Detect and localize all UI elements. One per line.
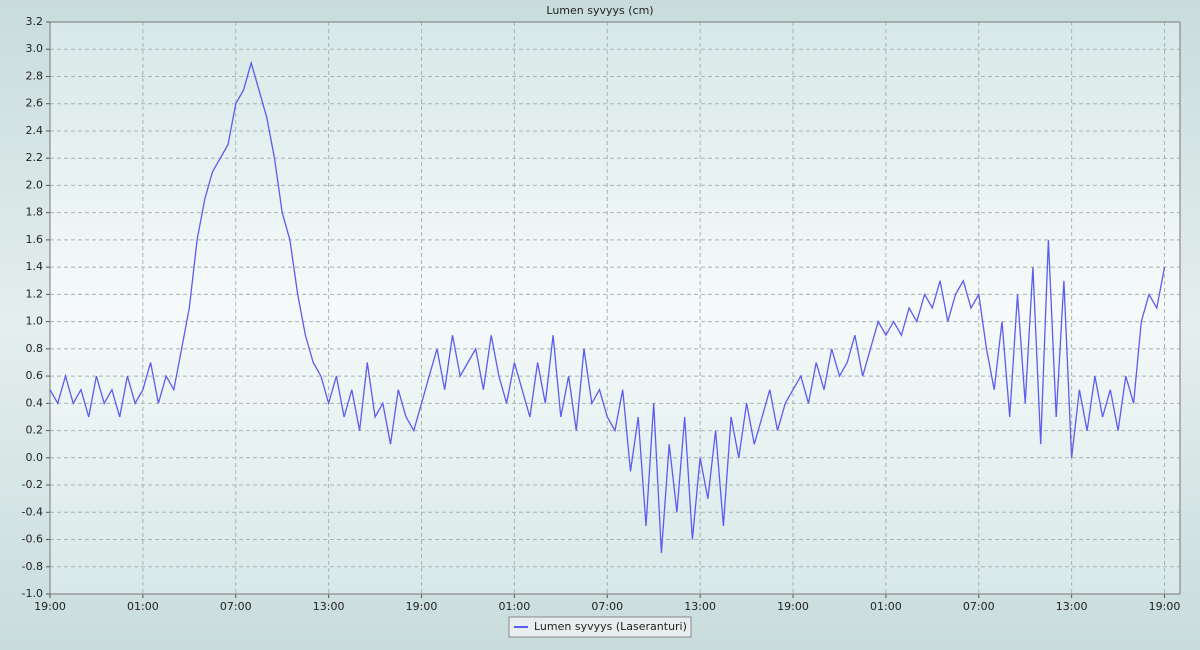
plot-area <box>50 22 1180 594</box>
plot-border <box>49 21 1181 595</box>
x-tick-label: 13:00 <box>313 600 345 613</box>
y-tick-label: 1.8 <box>26 206 44 219</box>
legend-box <box>508 616 692 638</box>
y-tick-label: 0.8 <box>26 342 44 355</box>
x-tick-label: 01:00 <box>499 600 531 613</box>
y-tick-label: -0.2 <box>22 478 43 491</box>
y-tick-label: 0.0 <box>26 451 44 464</box>
y-tick-label: -0.8 <box>22 560 43 573</box>
chart-title: Lumen syvyys (cm) <box>546 4 653 17</box>
y-tick-label: -0.6 <box>22 533 43 546</box>
y-tick-label: 0.2 <box>26 424 44 437</box>
x-tick-label: 01:00 <box>127 600 159 613</box>
y-tick-label: 2.0 <box>26 178 44 191</box>
x-tick-label: 19:00 <box>777 600 809 613</box>
y-tick-label: 2.4 <box>26 124 44 137</box>
x-tick-label: 13:00 <box>684 600 716 613</box>
x-tick-label: 01:00 <box>870 600 902 613</box>
data-line <box>49 60 1166 554</box>
y-tick-label: 0.4 <box>26 396 44 409</box>
x-tick-label: 07:00 <box>220 600 252 613</box>
x-tick-label: 07:00 <box>591 600 623 613</box>
legend-label: Lumen syvyys (Laseranturi) <box>534 620 687 633</box>
y-tick-label: 2.2 <box>26 151 44 164</box>
y-tick-label: -0.4 <box>22 505 43 518</box>
y-tick-label: 1.0 <box>26 315 44 328</box>
y-tick-label: 1.6 <box>26 233 44 246</box>
x-tick-label: 19:00 <box>1149 600 1181 613</box>
y-tick-label: 0.6 <box>26 369 44 382</box>
y-tick-label: 1.2 <box>26 287 44 300</box>
x-tick-label: 19:00 <box>406 600 438 613</box>
x-tick-label: 07:00 <box>963 600 995 613</box>
y-tick-label: 2.6 <box>26 97 44 110</box>
y-tick-label: 1.4 <box>26 260 44 273</box>
x-tick-label: 19:00 <box>34 600 66 613</box>
legend: Lumen syvyys (Laseranturi) <box>508 616 692 638</box>
y-tick-label: 3.2 <box>26 15 44 28</box>
y-tick-label: 3.0 <box>26 42 44 55</box>
y-tick-label: -1.0 <box>22 587 43 600</box>
x-tick-label: 13:00 <box>1056 600 1088 613</box>
y-tick-label: 2.8 <box>26 69 44 82</box>
